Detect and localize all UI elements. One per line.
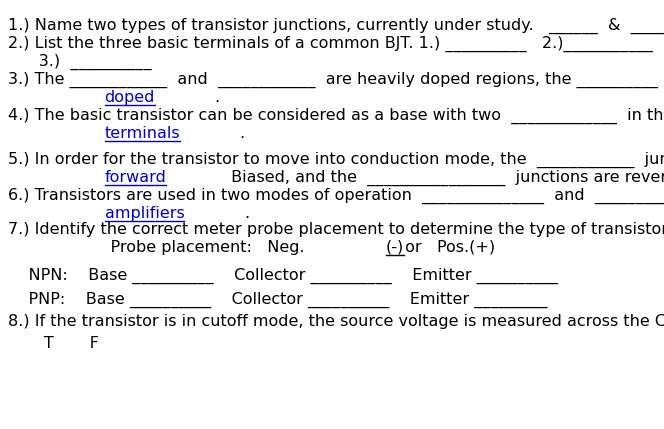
Text: .: . bbox=[214, 90, 220, 105]
Text: .: . bbox=[244, 206, 249, 221]
Text: Probe placement:   Neg.: Probe placement: Neg. bbox=[8, 240, 305, 255]
Text: 5.) In order for the transistor to move into conduction mode, the  ____________ : 5.) In order for the transistor to move … bbox=[8, 152, 664, 168]
Text: 2.) List the three basic terminals of a common BJT. 1.) __________   2.)________: 2.) List the three basic terminals of a … bbox=[8, 36, 653, 52]
Text: 1.) Name two types of transistor junctions, currently under study.   ______  &  : 1.) Name two types of transistor junctio… bbox=[8, 18, 664, 34]
Text: 6.) Transistors are used in two modes of operation  _______________  and  ______: 6.) Transistors are used in two modes of… bbox=[8, 188, 664, 204]
Text: Biased, and the  _________________  junctions are reversed biased.: Biased, and the _________________ juncti… bbox=[226, 170, 664, 186]
Text: doped: doped bbox=[104, 90, 155, 105]
Text: Probe placement:   Neg.: Probe placement: Neg. bbox=[8, 240, 305, 255]
Text: 7.) Identify the correct meter probe placement to determine the type of transist: 7.) Identify the correct meter probe pla… bbox=[8, 222, 664, 237]
Text: 3.) The ____________  and  ____________  are heavily doped regions, the ________: 3.) The ____________ and ____________ ar… bbox=[8, 72, 664, 88]
Text: T       F: T F bbox=[8, 336, 99, 351]
Text: NPN:    Base __________    Collector __________    Emitter __________: NPN: Base __________ Collector _________… bbox=[8, 268, 558, 284]
Text: amplifiers: amplifiers bbox=[104, 206, 185, 221]
Text: 4.) The basic transistor can be considered as a base with two  _____________  in: 4.) The basic transistor can be consider… bbox=[8, 108, 664, 124]
Text: 8.) If the transistor is in cutoff mode, the source voltage is measured across t: 8.) If the transistor is in cutoff mode,… bbox=[8, 314, 664, 329]
Text: forward: forward bbox=[104, 170, 167, 185]
Text: PNP:    Base __________    Collector __________    Emitter _________: PNP: Base __________ Collector _________… bbox=[8, 292, 547, 308]
Text: (-): (-) bbox=[386, 240, 404, 255]
Text: 3.)  __________: 3.) __________ bbox=[8, 54, 151, 70]
Text: terminals: terminals bbox=[104, 126, 180, 141]
Text: .: . bbox=[240, 126, 245, 141]
Text: or   Pos.(+): or Pos.(+) bbox=[400, 240, 495, 255]
